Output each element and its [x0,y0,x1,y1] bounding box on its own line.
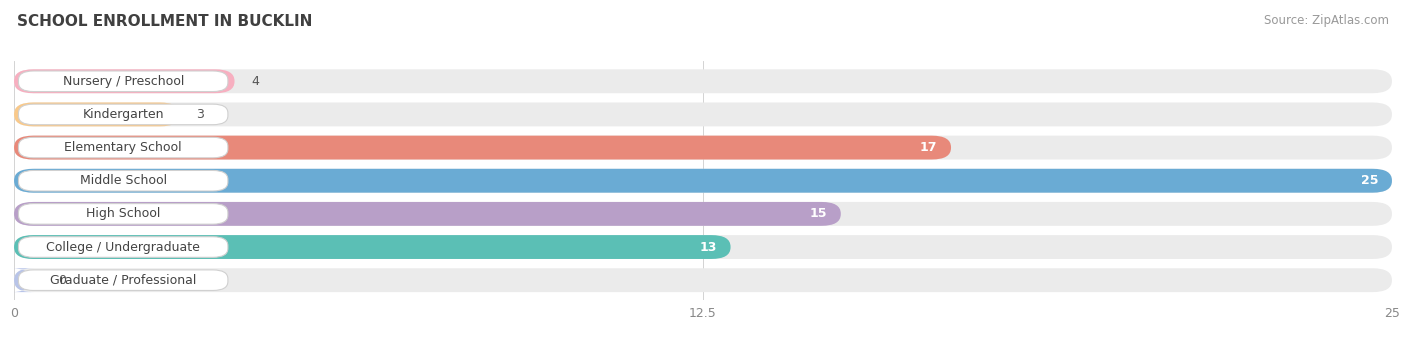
FancyBboxPatch shape [18,137,228,158]
FancyBboxPatch shape [14,235,1392,259]
FancyBboxPatch shape [14,169,1392,193]
FancyBboxPatch shape [14,268,1392,292]
FancyBboxPatch shape [18,170,228,191]
Text: Kindergarten: Kindergarten [83,108,165,121]
FancyBboxPatch shape [14,69,235,93]
Text: Nursery / Preschool: Nursery / Preschool [62,75,184,88]
FancyBboxPatch shape [14,103,1392,127]
FancyBboxPatch shape [11,268,34,292]
FancyBboxPatch shape [14,202,841,226]
Text: 13: 13 [699,240,717,254]
FancyBboxPatch shape [14,69,1392,93]
FancyBboxPatch shape [14,202,1392,226]
FancyBboxPatch shape [18,204,228,224]
FancyBboxPatch shape [18,237,228,257]
FancyBboxPatch shape [14,235,731,259]
Text: High School: High School [86,207,160,220]
FancyBboxPatch shape [14,103,180,127]
Text: 15: 15 [810,207,827,220]
Text: 4: 4 [252,75,259,88]
Text: 17: 17 [920,141,938,154]
FancyBboxPatch shape [18,270,228,291]
Text: 25: 25 [1361,174,1378,187]
FancyBboxPatch shape [14,136,1392,160]
FancyBboxPatch shape [18,71,228,91]
FancyBboxPatch shape [18,104,228,125]
Text: Middle School: Middle School [80,174,167,187]
FancyBboxPatch shape [14,136,950,160]
Text: Graduate / Professional: Graduate / Professional [51,274,197,287]
FancyBboxPatch shape [14,169,1392,193]
Text: College / Undergraduate: College / Undergraduate [46,240,200,254]
Text: Source: ZipAtlas.com: Source: ZipAtlas.com [1264,14,1389,27]
Text: Elementary School: Elementary School [65,141,181,154]
Text: 3: 3 [195,108,204,121]
Text: 0: 0 [58,274,66,287]
Text: SCHOOL ENROLLMENT IN BUCKLIN: SCHOOL ENROLLMENT IN BUCKLIN [17,14,312,29]
